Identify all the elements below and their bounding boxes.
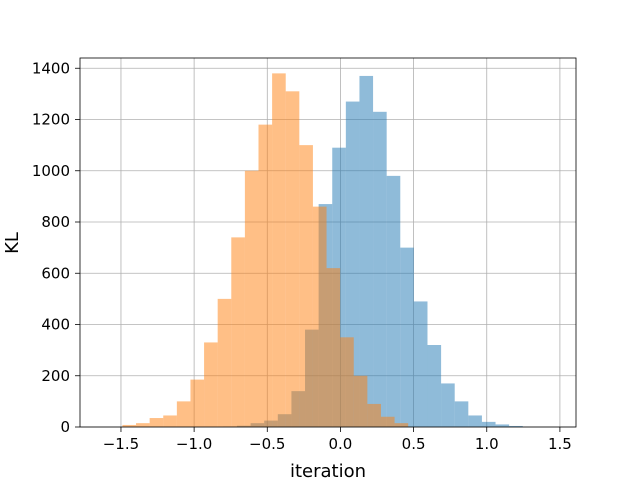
series-1-bar-8 bbox=[231, 237, 245, 427]
x-tick-label-3: 0.0 bbox=[329, 435, 353, 453]
series-0-bar-16 bbox=[441, 383, 455, 427]
series-1-bar-9 bbox=[244, 170, 259, 427]
series-1-bar-4 bbox=[176, 401, 191, 427]
series-1-bar-3 bbox=[163, 415, 177, 427]
y-axis-label: KL bbox=[2, 232, 23, 254]
series-0-bar-11 bbox=[373, 111, 387, 427]
series-0-bar-20 bbox=[495, 424, 510, 427]
x-tick-label-6: 1.5 bbox=[548, 435, 572, 453]
series-1-bar-15 bbox=[326, 268, 341, 427]
series-0-bar-15 bbox=[427, 345, 442, 427]
x-tick-label-1: −1.0 bbox=[176, 435, 212, 453]
series-0-bar-10 bbox=[359, 75, 374, 427]
y-tick-label-0: 0 bbox=[60, 418, 70, 436]
x-tick-label-0: −1.5 bbox=[103, 435, 139, 453]
series-0-bar-12 bbox=[386, 175, 401, 427]
series-1-bar-10 bbox=[258, 124, 273, 427]
y-tick-label-3: 600 bbox=[41, 264, 70, 282]
series-0-bar-18 bbox=[468, 415, 482, 427]
y-tick-label-5: 1000 bbox=[32, 162, 70, 180]
series-0-bar-21 bbox=[509, 425, 523, 427]
series-1-bar-16 bbox=[340, 337, 354, 427]
x-tick-label-4: 0.5 bbox=[402, 435, 426, 453]
series-1-bar-13 bbox=[299, 145, 313, 427]
series-1-bar-18 bbox=[367, 403, 381, 427]
series-1-bar-11 bbox=[272, 73, 286, 427]
x-axis-label: iteration bbox=[290, 461, 366, 480]
y-tick-label-6: 1200 bbox=[32, 111, 70, 129]
x-tick-label-2: −0.5 bbox=[249, 435, 285, 453]
y-tick-label-2: 400 bbox=[41, 316, 70, 334]
series-1-bar-20 bbox=[394, 423, 409, 427]
tick-labels: −1.5 −1.0 −0.5 0.0 0.5 1.0 1.5 0 200 400 600 800 100… bbox=[32, 59, 572, 453]
series-1-bar-12 bbox=[285, 91, 300, 427]
y-tick-label-7: 1400 bbox=[32, 59, 70, 77]
series-0-bar-19 bbox=[481, 421, 496, 427]
series-1-bar-0 bbox=[122, 424, 137, 427]
y-tick-label-1: 200 bbox=[41, 367, 70, 385]
series-1-bar-7 bbox=[217, 298, 232, 427]
series-0-bar-17 bbox=[454, 401, 469, 427]
series-1-bar-14 bbox=[312, 206, 327, 427]
series-1-bar-1 bbox=[136, 423, 150, 427]
series-1-bar-19 bbox=[380, 416, 395, 427]
axes-frame bbox=[79, 57, 577, 428]
series-1-bar-17 bbox=[353, 375, 368, 427]
axes bbox=[75, 57, 577, 432]
x-tick-label-5: 1.0 bbox=[475, 435, 499, 453]
histogram-bars bbox=[122, 73, 523, 427]
series-0-bar-14 bbox=[413, 301, 428, 427]
series-1-bar-6 bbox=[204, 342, 218, 427]
series-1-bar-2 bbox=[149, 418, 164, 427]
series-0-bar-13 bbox=[400, 247, 414, 427]
series-1-bar-5 bbox=[190, 379, 205, 427]
y-tick-label-4: 800 bbox=[41, 213, 70, 231]
